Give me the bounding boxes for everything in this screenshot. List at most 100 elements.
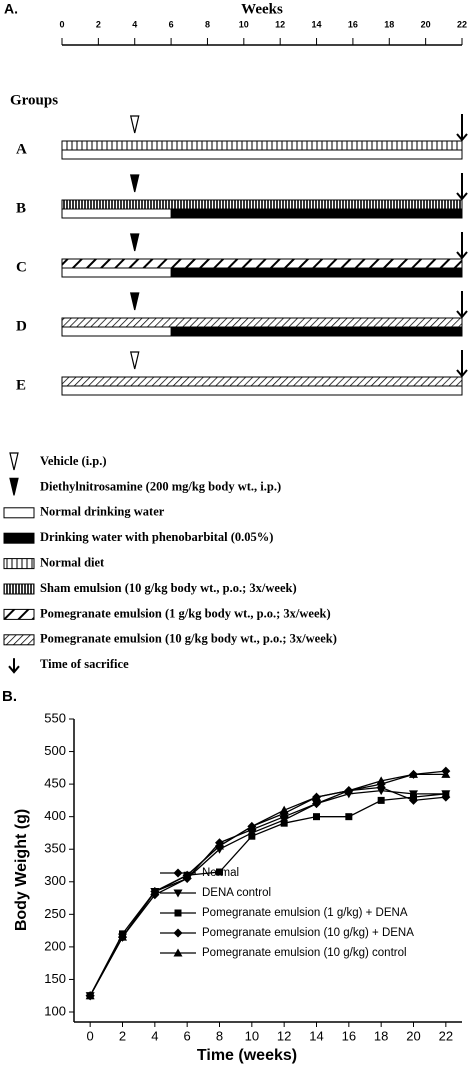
- x-tick-label: 8: [216, 1028, 223, 1043]
- tick-label: 14: [312, 19, 322, 29]
- injection-marker: [129, 115, 140, 134]
- marker: [345, 813, 353, 821]
- x-tick-label: 22: [439, 1028, 453, 1043]
- feed-bar: [61, 140, 463, 151]
- feed-bar: [61, 258, 463, 269]
- injection-marker: [129, 292, 140, 311]
- legend-text: Normal drinking water: [40, 505, 165, 519]
- legend-symbol: [3, 532, 35, 544]
- marker: [279, 812, 289, 822]
- group-label: A: [16, 141, 27, 157]
- marker: [313, 813, 320, 821]
- marker: [173, 889, 183, 898]
- axis-title: Weeks: [241, 1, 283, 17]
- marker: [376, 782, 386, 792]
- marker: [215, 841, 224, 850]
- marker: [441, 792, 451, 802]
- y-tick-label: 400: [44, 808, 66, 823]
- marker: [118, 932, 127, 941]
- legend-text: Pomegranate emulsion (10 g/kg body wt., …: [40, 632, 337, 646]
- legend-text: Pomegranate emulsion (10 g/kg) + DENA: [202, 927, 414, 939]
- panel-label: B.: [2, 688, 17, 705]
- arrow-head: [8, 665, 20, 674]
- phenobarbital-bar: [170, 326, 463, 337]
- marker: [182, 870, 192, 879]
- legend-text: Pomegranate emulsion (1 g/kg) + DENA: [202, 907, 408, 919]
- legend-text: Diethylnitrosamine (200 mg/kg body wt., …: [40, 479, 281, 493]
- legend-text: Drinking water with phenobarbital (0.05%…: [40, 530, 273, 544]
- arrow-head: [456, 251, 468, 260]
- x-tick-label: 16: [342, 1028, 356, 1043]
- y-tick-label: 100: [44, 1003, 66, 1018]
- x-tick-label: 20: [406, 1028, 420, 1043]
- tick-label: 20: [421, 19, 431, 29]
- legend-text: Sham emulsion (10 g/kg body wt., p.o.; 3…: [40, 581, 297, 595]
- series-line: [89, 770, 446, 997]
- x-tick-label: 6: [184, 1028, 191, 1043]
- legend-text: Vehicle (i.p.): [40, 454, 107, 468]
- legend-text: Pomegranate emulsion (10 g/kg) control: [202, 947, 407, 959]
- marker: [150, 887, 160, 896]
- x-tick-label: 4: [151, 1028, 158, 1043]
- marker: [279, 805, 289, 814]
- arrow-head: [456, 310, 468, 319]
- marker: [247, 821, 257, 830]
- feed-bar: [61, 376, 463, 387]
- arrow-head: [456, 133, 468, 142]
- marker: [173, 948, 183, 957]
- y-tick-label: 300: [44, 873, 66, 888]
- marker: [377, 796, 385, 804]
- x-tick-label: 14: [309, 1028, 323, 1043]
- phenobarbital-bar: [170, 267, 463, 278]
- marker: [409, 769, 418, 778]
- legend-text: Pomegranate emulsion (1 g/kg body wt., p…: [40, 606, 331, 620]
- marker: [280, 819, 288, 827]
- legend-symbol: [3, 608, 35, 620]
- group-label: C: [16, 259, 27, 275]
- legend-symbol: [3, 558, 35, 570]
- tick-label: 12: [275, 19, 285, 29]
- x-axis-label: Time (weeks): [197, 1047, 297, 1064]
- marker: [376, 776, 386, 785]
- legend-text: DENA control: [202, 887, 271, 899]
- feed-bar: [61, 317, 463, 328]
- legend-symbol: [3, 507, 35, 519]
- feed-bar: [61, 199, 463, 210]
- legend-symbol: [9, 452, 19, 471]
- legend-symbol: [3, 634, 35, 646]
- group-label: D: [16, 318, 27, 334]
- y-tick-label: 550: [44, 710, 66, 725]
- legend-symbol: [3, 583, 35, 595]
- tick-label: 10: [239, 19, 249, 29]
- y-tick-label: 350: [44, 841, 66, 856]
- y-tick-label: 200: [44, 938, 66, 953]
- marker: [173, 928, 183, 938]
- x-tick-label: 12: [277, 1028, 291, 1043]
- tick-label: 18: [384, 19, 394, 29]
- panel-label: A.: [4, 1, 18, 17]
- groups-title: Groups: [10, 92, 58, 108]
- marker: [173, 868, 183, 878]
- injection-marker: [129, 351, 140, 370]
- x-tick-label: 2: [119, 1028, 126, 1043]
- marker: [248, 832, 256, 840]
- tick-label: 6: [169, 19, 174, 29]
- x-tick-label: 18: [374, 1028, 388, 1043]
- group-label: E: [16, 377, 26, 393]
- water-bar: [61, 385, 463, 396]
- injection-marker: [129, 233, 140, 252]
- y-tick-label: 150: [44, 971, 66, 986]
- marker: [216, 868, 223, 876]
- x-tick-label: 10: [245, 1028, 259, 1043]
- y-tick-label: 500: [44, 743, 66, 758]
- phenobarbital-bar: [170, 208, 463, 219]
- tick-label: 0: [59, 19, 64, 29]
- y-axis-label: Body Weight (g): [13, 809, 30, 931]
- legend-text: Normal diet: [40, 555, 105, 569]
- legend-symbol: [9, 477, 19, 496]
- marker: [344, 786, 354, 795]
- marker: [312, 799, 321, 809]
- group-label: B: [16, 200, 26, 216]
- series-line: [89, 786, 446, 997]
